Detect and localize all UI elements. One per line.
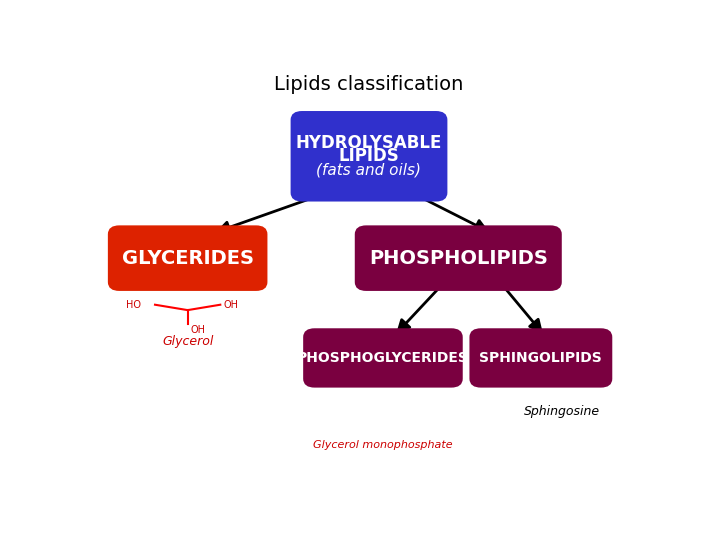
Text: GLYCERIDES: GLYCERIDES (122, 248, 253, 268)
Text: HO: HO (126, 300, 141, 310)
Text: SPHINGOLIPIDS: SPHINGOLIPIDS (480, 351, 602, 365)
Text: Sphingosine: Sphingosine (523, 406, 600, 419)
FancyBboxPatch shape (471, 329, 611, 386)
FancyBboxPatch shape (356, 227, 560, 289)
FancyBboxPatch shape (109, 227, 266, 289)
FancyBboxPatch shape (305, 329, 462, 386)
Text: PHOSPHOGLYCERIDES: PHOSPHOGLYCERIDES (297, 351, 469, 365)
Text: Lipids classification: Lipids classification (274, 75, 464, 94)
Text: Glycerol: Glycerol (162, 335, 213, 348)
Text: OH: OH (190, 325, 205, 335)
Text: LIPIDS: LIPIDS (338, 147, 400, 165)
Text: OH: OH (223, 300, 238, 310)
Text: PHOSPHOLIPIDS: PHOSPHOLIPIDS (369, 248, 548, 268)
Text: (fats and oils): (fats and oils) (317, 162, 421, 177)
Text: HYDROLYSABLE: HYDROLYSABLE (296, 134, 442, 152)
FancyBboxPatch shape (292, 112, 446, 200)
Text: Glycerol monophosphate: Glycerol monophosphate (313, 440, 453, 450)
